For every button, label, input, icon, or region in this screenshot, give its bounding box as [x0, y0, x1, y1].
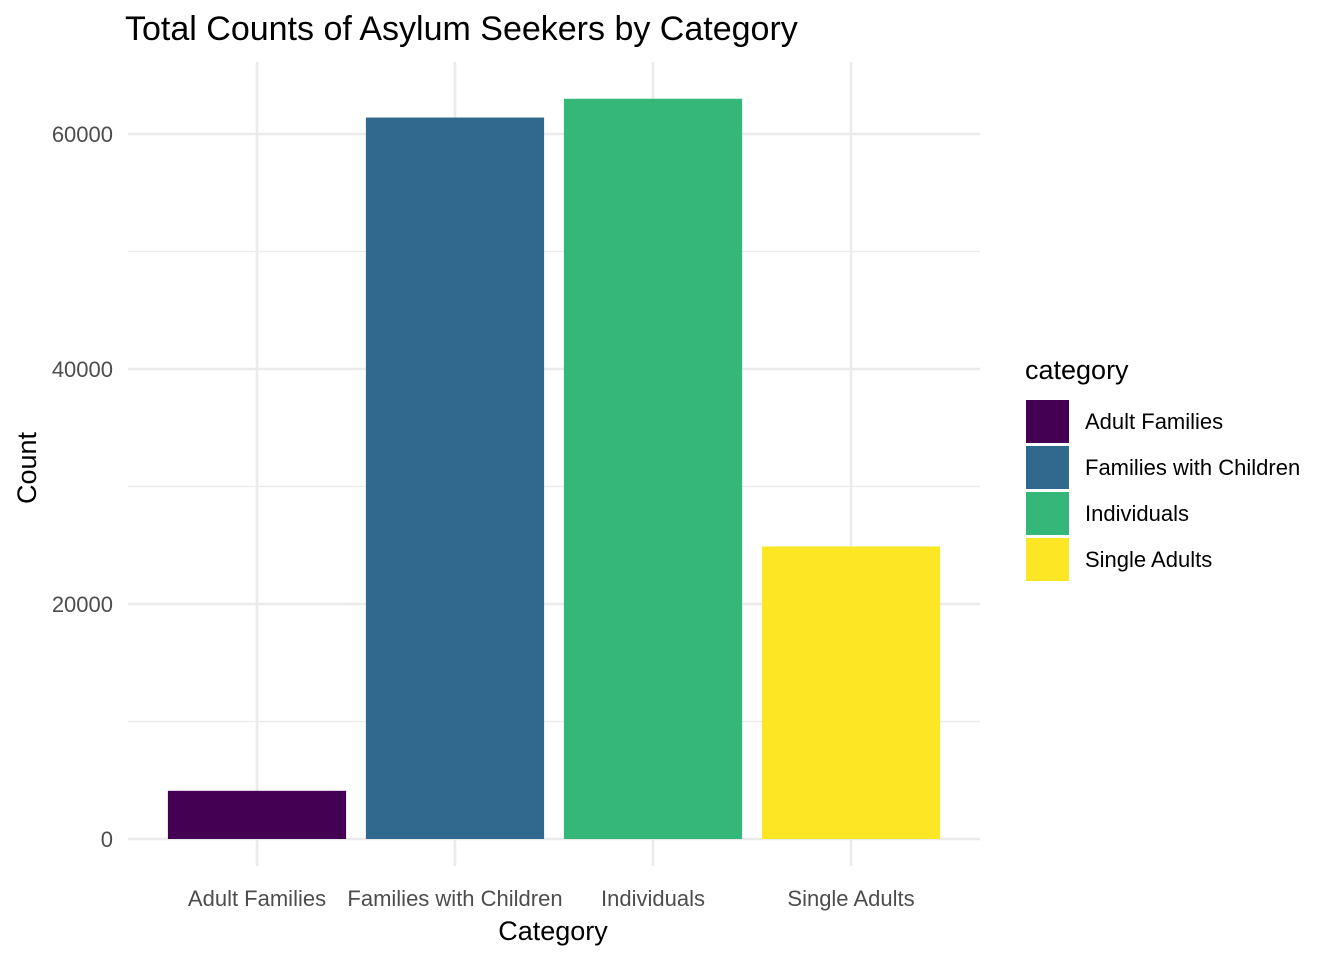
x-tick-label: Adult Families — [188, 886, 326, 911]
y-tick-label: 40000 — [52, 357, 113, 382]
y-tick-label: 20000 — [52, 592, 113, 617]
y-axis-ticks: 0 20000 40000 60000 — [52, 122, 113, 852]
legend-label: Individuals — [1085, 501, 1189, 526]
y-tick-label: 60000 — [52, 122, 113, 147]
legend-label: Single Adults — [1085, 547, 1212, 572]
bar-adult-families — [167, 790, 347, 839]
legend-swatch — [1026, 446, 1069, 489]
legend-label: Families with Children — [1085, 455, 1300, 480]
legend-title: category — [1025, 355, 1129, 385]
legend-label: Adult Families — [1085, 409, 1223, 434]
legend: category Adult Families Families with Chi… — [1025, 355, 1300, 581]
legend-swatch — [1026, 538, 1069, 581]
legend-swatch — [1026, 492, 1069, 535]
x-axis-ticks: Adult Families Families with Children Indi… — [188, 886, 915, 911]
y-tick-label: 0 — [101, 827, 113, 852]
x-tick-label: Individuals — [601, 886, 705, 911]
x-axis-title: Category — [498, 916, 608, 946]
x-tick-label: Families with Children — [347, 886, 562, 911]
legend-swatch — [1026, 400, 1069, 443]
x-tick-label: Single Adults — [787, 886, 914, 911]
bars — [167, 98, 941, 840]
chart-title: Total Counts of Asylum Seekers by Catego… — [125, 10, 798, 48]
bar-single-adults — [761, 546, 941, 839]
y-axis-title: Count — [12, 431, 42, 504]
bar-individuals — [563, 98, 743, 839]
bar-families-with-children — [365, 117, 545, 840]
